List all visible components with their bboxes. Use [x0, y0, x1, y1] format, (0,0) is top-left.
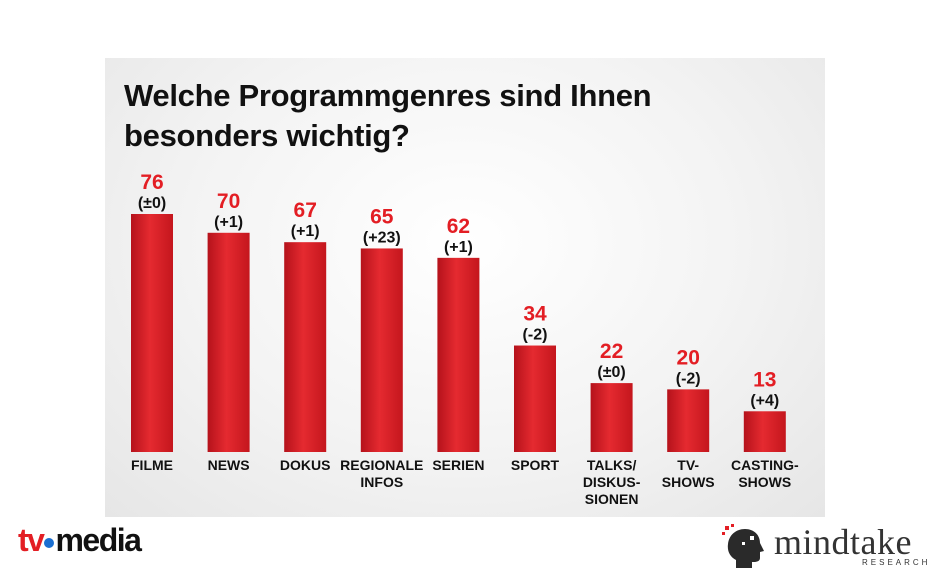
change-label: (-2): [676, 370, 701, 387]
bar: [437, 257, 480, 452]
change-label: (+1): [291, 223, 320, 240]
category-label: SERIEN: [432, 457, 484, 473]
logo-media-text: media: [55, 522, 141, 558]
category-label: SHOWS: [738, 474, 791, 490]
value-label: 70: [217, 190, 240, 213]
category-label: SPORT: [511, 457, 560, 473]
value-label: 65: [370, 205, 394, 228]
category-label: DOKUS: [280, 457, 331, 473]
value-label: 67: [294, 199, 317, 222]
change-label: (-2): [523, 327, 548, 344]
logo-tv-text: tv: [18, 522, 45, 558]
bar: [284, 242, 327, 452]
tv-media-logo: tv media: [18, 522, 142, 562]
value-label: 76: [140, 171, 163, 194]
value-label: 20: [677, 346, 700, 369]
category-label: TV-: [677, 457, 699, 473]
change-label: (±0): [597, 364, 625, 381]
value-label: 13: [753, 368, 776, 391]
change-label: (+23): [363, 229, 401, 246]
value-label: 34: [523, 303, 547, 326]
bar: [590, 383, 633, 452]
category-label: SHOWS: [662, 474, 715, 490]
bar: [360, 248, 403, 452]
globe-icon: [44, 537, 55, 548]
category-label: CASTING-: [731, 457, 799, 473]
category-label: INFOS: [360, 474, 403, 490]
bar: [667, 389, 710, 452]
chart-title: Welche Programmgenres sind Ihnen besonde…: [124, 78, 652, 153]
bar: [514, 345, 556, 452]
mindtake-logo: mindtake RESEARCH: [722, 520, 927, 570]
value-label: 62: [447, 215, 470, 238]
change-label: (+4): [750, 392, 779, 409]
bar: [131, 214, 173, 452]
mindtake-wordmark: mindtake: [774, 522, 912, 562]
head-profile-icon: [722, 524, 764, 568]
category-label: REGIONALE: [340, 457, 423, 473]
category-label: DISKUS-: [583, 474, 641, 490]
category-label: FILME: [131, 457, 173, 473]
value-label: 22: [600, 340, 623, 363]
change-label: (±0): [138, 195, 166, 212]
category-label: NEWS: [208, 457, 250, 473]
bar: [743, 411, 786, 452]
bar: [207, 232, 250, 452]
category-label: SIONEN: [585, 491, 639, 507]
research-subtext: RESEARCH: [862, 558, 930, 567]
category-label: TALKS/: [587, 457, 637, 473]
change-label: (+1): [214, 214, 243, 231]
change-label: (+1): [444, 239, 473, 256]
